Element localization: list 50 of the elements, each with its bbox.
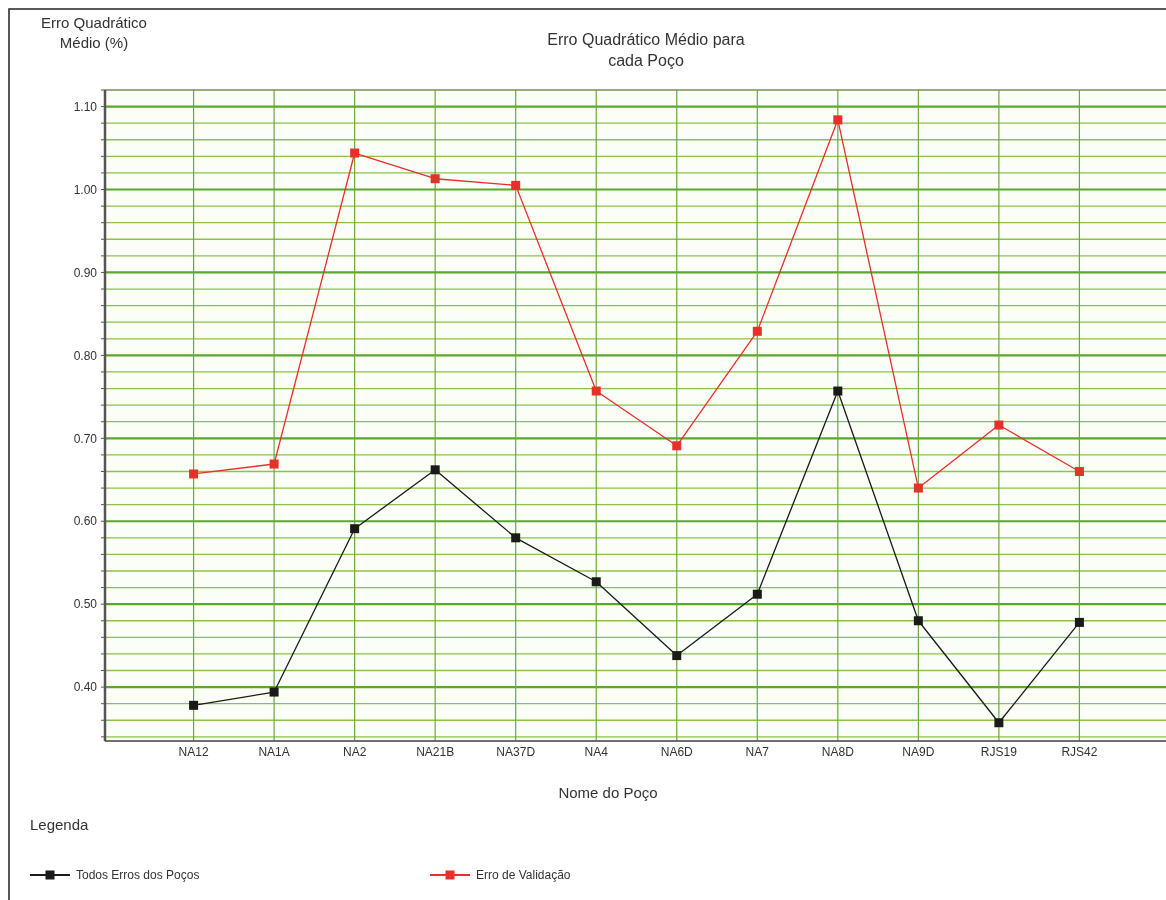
x-tick-label: NA37D: [496, 745, 536, 759]
point: [752, 326, 762, 336]
y-tick-label: 0.80: [73, 348, 98, 363]
x-tick-label: NA21B: [416, 745, 455, 759]
point: [269, 459, 279, 469]
x-tick-label: RJS42: [1061, 745, 1098, 759]
x-tick-label: NA1A: [258, 745, 290, 759]
point: [913, 483, 923, 493]
y-tick-label: 1.10: [73, 99, 98, 114]
legend-title: Legenda: [30, 816, 90, 833]
x-tick-label: NA6D: [660, 745, 694, 759]
point: [430, 465, 440, 475]
point: [994, 718, 1004, 728]
point: [833, 386, 843, 396]
point: [269, 687, 279, 697]
point: [994, 420, 1004, 430]
legend-label: Todos Erros dos Poços: [76, 868, 200, 883]
y-tick-label: 1.00: [73, 182, 98, 197]
y-tick-label: 0.60: [73, 514, 98, 529]
point: [913, 616, 923, 626]
point: [672, 651, 682, 661]
chart-title: Erro Quadrático Médio para cada Poço: [547, 31, 745, 69]
y-tick-label: 0.70: [73, 431, 98, 446]
point: [752, 589, 762, 599]
point: [511, 533, 521, 543]
x-tick-label: NA8D: [821, 745, 855, 759]
point: [833, 115, 843, 125]
point: [189, 700, 199, 710]
x-tick-label: NA4: [584, 745, 609, 759]
x-tick-label: NA9D: [902, 745, 935, 759]
point: [591, 386, 601, 396]
x-tick-label: RJS19: [980, 745, 1018, 759]
point: [350, 524, 360, 534]
point: [350, 148, 360, 158]
x-tick-label: NA7: [745, 745, 770, 759]
y-tick-label: 0.90: [73, 265, 98, 280]
x-tick-label: NA2: [342, 745, 367, 759]
legend-label: Erro de Validação: [476, 868, 571, 883]
x-tick-label: NA12: [178, 745, 209, 759]
point: [591, 577, 601, 587]
point: [1074, 466, 1084, 476]
point: [672, 441, 682, 451]
point: [430, 174, 440, 184]
point: [511, 180, 521, 190]
y-tick-label: 0.40: [73, 680, 98, 695]
y-axis-title: Erro Quadrático Médio (%): [41, 14, 147, 51]
x-axis-title: Nome do Poço: [558, 784, 658, 801]
y-tick-label: 0.50: [73, 597, 98, 612]
point: [1074, 617, 1084, 627]
point: [189, 469, 199, 479]
